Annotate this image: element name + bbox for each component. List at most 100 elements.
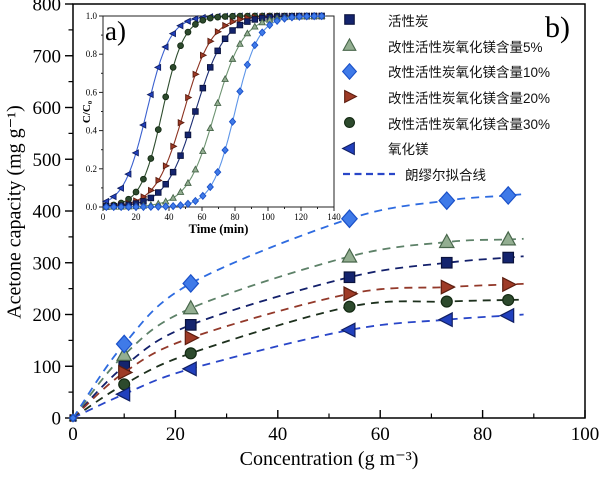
inset-diamond-marker [310, 12, 318, 21]
x-axis-title: Concentration (g m⁻³) [239, 448, 419, 470]
square-marker-icon [344, 14, 355, 26]
y-tick-label: 600 [33, 98, 62, 119]
inset-x-tick-label: 80 [231, 212, 241, 222]
data-point-diamond [182, 273, 200, 294]
inset-circle-marker [162, 93, 170, 101]
inset-circle-marker [154, 126, 162, 134]
inset-y-tick-label: 0.0 [86, 202, 98, 212]
inset-diamond-marker [243, 60, 252, 69]
panel-label-a: a) [105, 16, 126, 46]
inset-triangle-left-marker [153, 63, 162, 72]
inset-circle-marker [184, 28, 192, 36]
inset-triangle-up-marker [176, 187, 185, 195]
inset-diamond-marker [317, 11, 326, 21]
inset-triangle-right-marker [155, 176, 163, 185]
inset-triangle-right-marker [185, 93, 193, 102]
inset-triangle-up-marker [228, 54, 237, 62]
legend-label: 朗缪尔拟合线 [405, 167, 486, 183]
inset-x-tick-label: 0 [101, 212, 106, 222]
inset-triangle-right-marker [229, 18, 237, 26]
data-point-triangle-left [181, 361, 197, 377]
inset-circle-marker [229, 12, 236, 20]
inset-triangle-up-marker [236, 39, 244, 47]
y-tick-label: 400 [33, 202, 62, 223]
inset-diamond-marker [288, 13, 296, 22]
inset-x-axis-title: Time (min) [189, 222, 249, 236]
inset-triangle-up-marker [221, 74, 229, 82]
legend-item-circle: 改性活性炭氧化镁含量30% [341, 110, 550, 136]
inset-square-marker [192, 108, 199, 115]
inset-diamond-marker [132, 202, 140, 212]
triangle-up-marker [342, 37, 357, 51]
x-tick-label: 100 [571, 424, 600, 445]
inset-y-tick-label: 1.0 [86, 11, 98, 21]
inset-diamond-marker [303, 12, 311, 21]
inset-square-marker [214, 47, 221, 55]
data-point-triangle-up [341, 247, 358, 263]
x-tick-label: 80 [473, 424, 492, 445]
data-point-triangle-right [184, 330, 200, 346]
inset-triangle-left-marker [146, 90, 154, 99]
inset-triangle-right-marker [177, 119, 185, 127]
inset-square-marker [169, 168, 177, 176]
data-point-triangle-right [118, 364, 134, 381]
data-point-diamond [68, 413, 78, 423]
langmuir-fit-curve-square [72, 255, 524, 419]
inset-diamond-marker [102, 202, 110, 212]
inset-circle-marker [214, 13, 222, 21]
inset-triangle-up-marker [169, 193, 177, 201]
inset-diamond-marker [110, 202, 118, 212]
data-point-triangle-right [343, 286, 359, 302]
data-point-triangle-up [438, 233, 455, 249]
data-point-square [184, 319, 197, 331]
inset-diamond-marker [236, 87, 244, 96]
inset-y-tick-label: 0.6 [86, 87, 98, 97]
inset-diamond-marker [265, 20, 274, 30]
inset-x-tick-label: 20 [132, 212, 142, 222]
inset-x-tick-label: 140 [327, 212, 341, 222]
legend-label: 改性活性炭氧化镁含量10% [388, 65, 551, 81]
inset-triangle-right-marker [200, 51, 208, 59]
inset-diamond-marker [162, 202, 170, 211]
circle-marker-icon [344, 117, 355, 129]
square-marker [344, 14, 355, 26]
inset-triangle-up-marker [184, 178, 192, 186]
inset-triangle-left-marker [124, 170, 132, 178]
diamond-marker-icon [341, 62, 358, 80]
inset-triangle-left-marker [161, 43, 169, 51]
langmuir-fit-curve-circle [72, 298, 524, 419]
inset-circle-marker [199, 16, 207, 24]
inset-diamond-marker [273, 16, 281, 26]
inset-square-marker [162, 180, 169, 188]
data-point-circle [502, 293, 515, 307]
inset-triangle-up-marker [206, 123, 215, 131]
inset-diamond-marker [169, 201, 177, 211]
inset-square-marker [155, 189, 162, 196]
y-axis-title: Acetone capacity (mg g⁻¹) [3, 105, 26, 319]
inset-triangle-right-marker [237, 15, 245, 24]
inset-diamond-marker [139, 202, 148, 212]
data-point-triangle-right [440, 279, 456, 295]
y-tick-label: 700 [33, 46, 62, 67]
inset-y-tick-label: 0.8 [86, 49, 98, 59]
inset-triangle-left-marker [109, 192, 117, 201]
data-point-triangle-up [500, 230, 517, 246]
y-tick-label: 800 [33, 0, 62, 16]
data-point-circle [184, 347, 197, 360]
triangle-left-marker-icon [341, 141, 355, 156]
legend-item-langmuir-fit: 朗缪尔拟合线 [341, 161, 550, 187]
legend-label: 改性活性炭氧化镁含量30% [388, 116, 551, 132]
inset-diamond-marker [258, 28, 266, 37]
diamond-marker [341, 62, 358, 80]
inset-triangle-right-marker [222, 21, 230, 30]
legend-label: 改性活性炭氧化镁含量5% [388, 39, 543, 55]
x-tick-label: 20 [166, 424, 185, 445]
inset-diamond-marker [184, 199, 192, 208]
inset-x-tick-label: 120 [294, 212, 308, 222]
langmuir-dash-line-icon [343, 173, 395, 176]
inset-triangle-right-marker [214, 28, 223, 36]
inset-circle-marker [147, 155, 155, 162]
data-point-triangle-left [499, 307, 515, 324]
inset-diamond-marker [228, 117, 237, 126]
